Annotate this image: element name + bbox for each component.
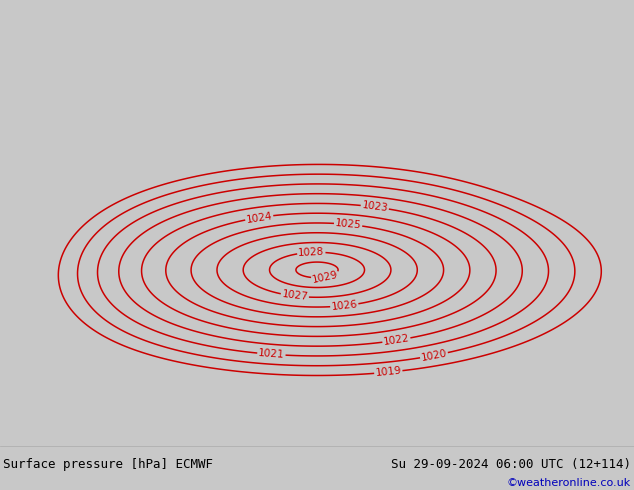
Text: 1025: 1025 (335, 218, 362, 231)
Text: 1026: 1026 (331, 299, 358, 312)
Text: 1029: 1029 (311, 270, 339, 285)
Text: 1023: 1023 (361, 200, 389, 214)
Text: 1027: 1027 (281, 290, 309, 302)
Text: ©weatheronline.co.uk: ©weatheronline.co.uk (507, 478, 631, 488)
Text: 1024: 1024 (245, 211, 273, 224)
Text: Surface pressure [hPa] ECMWF: Surface pressure [hPa] ECMWF (3, 458, 213, 471)
Text: 1021: 1021 (258, 348, 285, 360)
Text: 1022: 1022 (382, 333, 410, 347)
Text: 1028: 1028 (298, 247, 325, 258)
Text: Su 29-09-2024 06:00 UTC (12+114): Su 29-09-2024 06:00 UTC (12+114) (391, 458, 631, 471)
Text: 1019: 1019 (375, 366, 402, 378)
Text: 1020: 1020 (420, 348, 448, 363)
